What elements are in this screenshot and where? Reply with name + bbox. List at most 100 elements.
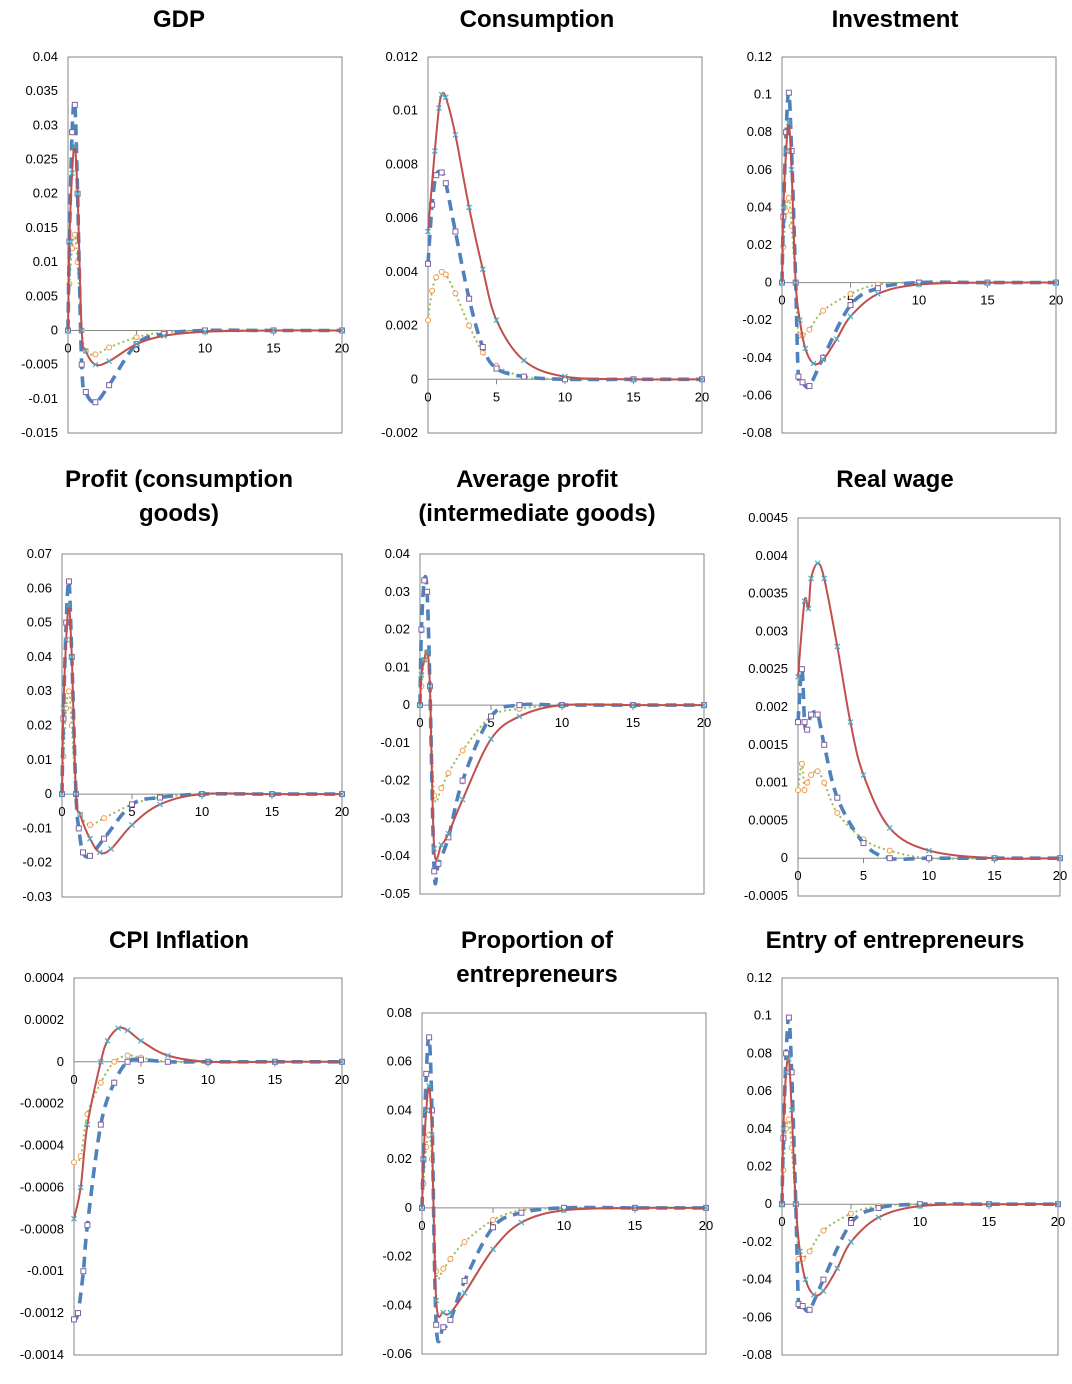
- y-tick-label: 0: [765, 1196, 772, 1211]
- data-point-x-marker: [115, 1025, 122, 1032]
- data-point-x-marker: [490, 1246, 496, 1253]
- chart-title: Average profit (intermediate goods): [418, 466, 656, 527]
- plot-frame: [781, 56, 1057, 434]
- x-tick-label: 5: [133, 340, 140, 355]
- y-tick-label: 0.02: [747, 237, 772, 252]
- series-line: [781, 121, 1057, 366]
- data-point-x-marker: [68, 653, 75, 660]
- data-point-circle-marker: [886, 847, 893, 854]
- data-point-square-marker: [806, 1306, 813, 1313]
- y-tick-label: 0.0004: [24, 970, 64, 985]
- data-point-square-marker: [886, 855, 893, 862]
- data-point-x-marker: [805, 605, 812, 612]
- data-point-x-marker: [783, 1069, 790, 1076]
- y-tick-label: 0.0035: [748, 586, 788, 601]
- chart-title: Investment: [831, 6, 959, 33]
- data-point-x-marker: [810, 1291, 817, 1298]
- series-line: [780, 1015, 1058, 1314]
- x-tick-label: 10: [555, 715, 569, 730]
- x-tick-label: 15: [265, 804, 279, 819]
- data-point-x-marker: [559, 702, 565, 709]
- data-point-square-marker: [860, 840, 867, 847]
- data-point-x-marker: [466, 204, 473, 211]
- x-tick-label: 0: [778, 1214, 785, 1229]
- y-tick-label: 0: [57, 1054, 64, 1069]
- data-point-square-marker: [785, 89, 792, 96]
- data-point-x-marker: [269, 791, 275, 798]
- data-point-circle-marker: [847, 290, 854, 297]
- plot-frame: [61, 553, 343, 898]
- data-point-x-marker: [421, 656, 428, 663]
- data-point-square-marker: [874, 285, 881, 292]
- data-point-x-marker: [792, 1201, 799, 1208]
- x-tick-label: 5: [487, 715, 494, 730]
- data-point-x-marker: [436, 105, 442, 111]
- y-tick-label: -0.0012: [20, 1305, 64, 1320]
- data-point-x-marker: [129, 822, 135, 828]
- x-tick-label: 5: [137, 1072, 144, 1087]
- x-tick-label: 15: [628, 1218, 642, 1233]
- x-tick-label: 10: [922, 868, 936, 883]
- chart-panel: GDP 0.04 0.035 0.03 0.025 0.02 0.015 0.01 0.005 0…: [0, 0, 358, 460]
- data-point-x-marker: [74, 190, 81, 197]
- data-point-square-marker: [435, 860, 442, 867]
- data-point-circle-marker: [814, 768, 821, 775]
- y-tick-label: -0.06: [742, 1309, 772, 1324]
- x-tick-label: 0: [794, 868, 801, 883]
- y-tick-label: -0.04: [380, 848, 410, 863]
- x-tick-label: 10: [195, 804, 209, 819]
- y-tick-label: 0.002: [385, 318, 418, 333]
- data-point-square-marker: [80, 1268, 87, 1275]
- chart-svg: 0.04 0.03 0.02 0.01 0 -0.01 -0.02 -0.03 -0.04 -0.…: [380, 546, 711, 901]
- y-tick-label: 0: [45, 786, 52, 801]
- y-tick-label: 0: [765, 275, 772, 290]
- data-point-square-marker: [101, 835, 107, 842]
- data-point-x-marker: [157, 801, 163, 808]
- data-point-square-marker: [820, 1276, 827, 1283]
- data-point-square-marker: [875, 1204, 882, 1211]
- y-tick-label: 0.02: [747, 1159, 772, 1174]
- y-tick-label: 0.0005: [748, 812, 788, 827]
- y-tick-label: 0.04: [33, 49, 58, 64]
- data-point-square-marker: [124, 1058, 131, 1065]
- data-point-circle-marker: [466, 322, 473, 329]
- plot-frame: [781, 977, 1059, 1356]
- chart-svg: 0.12 0.1 0.08 0.06 0.04 0.02 0 -0.02 -0.04 -0.06 -…: [742, 49, 1063, 440]
- data-point-square-marker: [461, 1277, 468, 1284]
- y-tick-label: 0.006: [385, 210, 418, 225]
- data-point-circle-marker: [71, 1159, 77, 1166]
- y-tick-label: 0.01: [393, 103, 418, 118]
- data-point-circle-marker: [92, 351, 99, 358]
- x-tick-label: 10: [557, 1218, 571, 1233]
- data-point-x-marker: [986, 1201, 992, 1208]
- data-point-x-marker: [433, 1297, 440, 1304]
- data-point-x-marker: [164, 1052, 171, 1059]
- data-point-circle-marker: [425, 317, 431, 324]
- data-point-x-marker: [991, 855, 998, 862]
- y-tick-label: -0.06: [742, 387, 772, 402]
- y-tick-label: 0.04: [27, 649, 52, 664]
- data-point-square-marker: [834, 794, 841, 801]
- chart-svg: 0.12 0.1 0.08 0.06 0.04 0.02 0 -0.02 -0.04 -0.06 -…: [742, 970, 1065, 1362]
- data-point-x-marker: [60, 705, 67, 712]
- y-tick-label: -0.02: [22, 855, 52, 870]
- y-tick-label: 0.01: [27, 752, 52, 767]
- data-point-circle-marker: [795, 787, 801, 794]
- data-point-x-marker: [339, 1058, 345, 1065]
- data-point-x-marker: [419, 1204, 425, 1211]
- x-tick-label: 0: [416, 715, 423, 730]
- y-tick-label: 0.06: [27, 580, 52, 595]
- y-tick-label: -0.01: [22, 820, 52, 835]
- x-tick-label: 20: [697, 715, 711, 730]
- y-tick-label: 0.08: [387, 1005, 412, 1020]
- data-point-square-marker: [520, 373, 527, 380]
- data-point-square-marker: [97, 1121, 104, 1128]
- data-point-x-marker: [833, 336, 840, 342]
- data-point-x-marker: [71, 1215, 77, 1222]
- data-point-square-marker: [926, 855, 932, 862]
- data-point-x-marker: [426, 1083, 433, 1089]
- data-point-circle-marker: [97, 1079, 104, 1086]
- series-line: [797, 762, 1060, 860]
- data-point-square-marker: [442, 180, 449, 187]
- data-point-square-marker: [425, 260, 431, 267]
